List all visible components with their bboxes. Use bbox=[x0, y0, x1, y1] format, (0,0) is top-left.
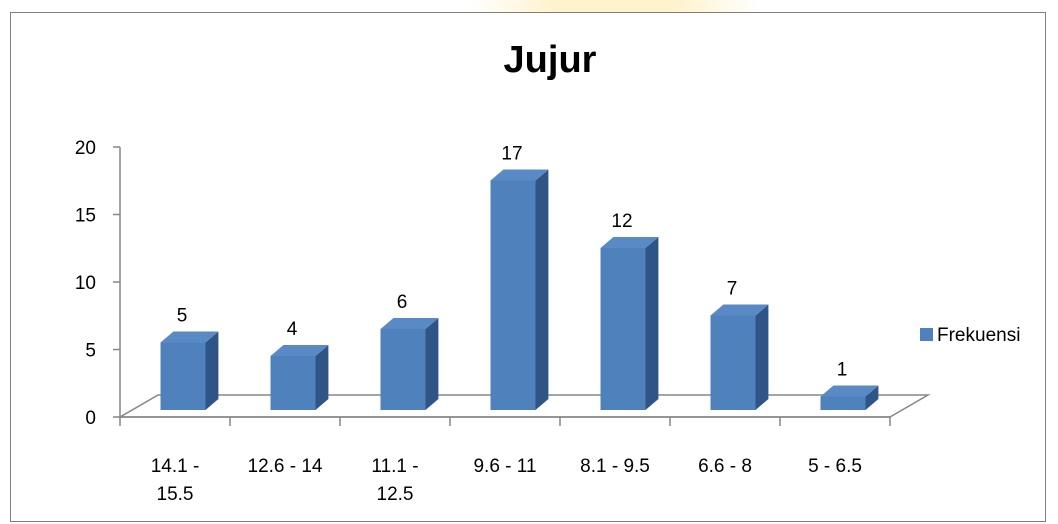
y-tick-label: 10 bbox=[75, 273, 96, 294]
bar-top bbox=[600, 237, 659, 248]
bar-front bbox=[380, 329, 426, 410]
y-tick-label: 0 bbox=[85, 408, 96, 429]
y-tick-label: 15 bbox=[75, 206, 96, 227]
x-tick-label: 12.6 - 14 bbox=[248, 456, 323, 477]
bar-side bbox=[535, 169, 549, 410]
bar-side bbox=[645, 237, 659, 410]
x-tick-label: 14.1 -15.5 bbox=[151, 456, 200, 505]
bar-front bbox=[710, 315, 756, 410]
legend-swatch bbox=[920, 328, 933, 341]
data-label: 1 bbox=[837, 360, 848, 381]
x-tick-label: 9.6 - 11 bbox=[473, 456, 536, 477]
y-axis: 0 5 10 15 20 bbox=[75, 138, 121, 429]
bar-side bbox=[425, 318, 439, 410]
bars bbox=[160, 169, 879, 410]
data-label: 4 bbox=[287, 319, 298, 340]
data-label: 7 bbox=[727, 279, 738, 300]
bar bbox=[490, 169, 549, 410]
bar bbox=[380, 318, 439, 410]
bar-top bbox=[160, 331, 219, 343]
bar bbox=[820, 385, 879, 410]
x-axis: 14.1 -15.5 12.6 - 14 11.1 -12.5 9.6 - 11 8.1… bbox=[119, 416, 891, 505]
bar-side bbox=[315, 345, 329, 410]
bar bbox=[710, 304, 769, 410]
bar-front bbox=[600, 248, 646, 410]
data-label: 12 bbox=[611, 211, 632, 232]
bar-side bbox=[205, 331, 219, 410]
bar-front bbox=[270, 356, 316, 410]
chart-title: Jujur bbox=[504, 39, 597, 81]
data-label: 17 bbox=[501, 144, 522, 165]
bar-front bbox=[820, 396, 866, 410]
x-tick-label: 11.1 -12.5 bbox=[371, 456, 418, 505]
bar-top bbox=[820, 385, 879, 397]
bar-top bbox=[490, 169, 549, 181]
x-tick-label: 8.1 - 9.5 bbox=[580, 456, 650, 477]
bar-side bbox=[865, 385, 879, 410]
data-labels: 5 4 6 17 12 7 1 bbox=[177, 144, 848, 381]
bar bbox=[160, 331, 219, 410]
bar-top bbox=[380, 318, 439, 329]
legend: Frekuensi bbox=[920, 325, 1020, 346]
bar-side bbox=[755, 304, 769, 410]
bar-front bbox=[160, 342, 206, 410]
y-tick-label: 5 bbox=[85, 341, 96, 362]
bar bbox=[600, 237, 659, 410]
x-tick-label: 5 - 6.5 bbox=[808, 456, 862, 477]
y-tick-label: 20 bbox=[75, 138, 96, 159]
bar-top bbox=[710, 304, 769, 316]
top-highlight bbox=[470, 0, 760, 12]
legend-label: Frekuensi bbox=[937, 325, 1020, 346]
bar-front bbox=[490, 180, 536, 410]
data-label: 6 bbox=[397, 292, 408, 313]
data-label: 5 bbox=[177, 306, 188, 327]
bar-top bbox=[270, 345, 329, 356]
bar bbox=[270, 345, 329, 410]
x-tick-label: 6.6 - 8 bbox=[698, 456, 752, 477]
